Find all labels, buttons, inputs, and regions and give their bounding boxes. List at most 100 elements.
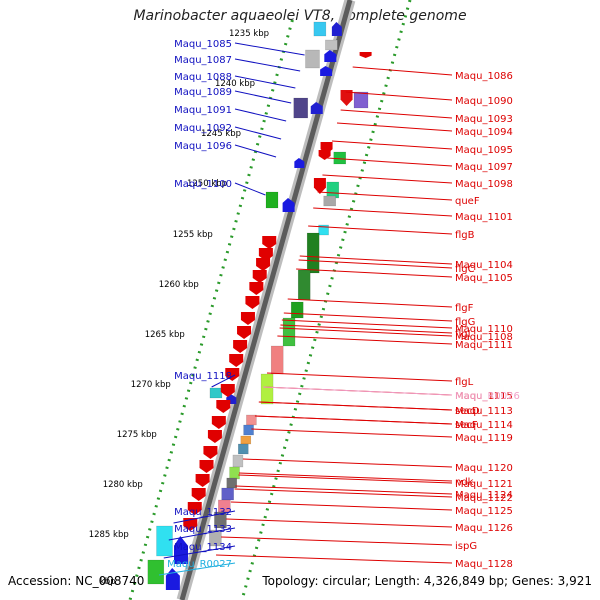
right-connector-line xyxy=(299,255,453,265)
left-connector-line xyxy=(234,90,292,104)
left-connector-line xyxy=(234,182,266,196)
right-connector-line xyxy=(340,109,453,119)
right-connector-line xyxy=(327,157,453,167)
left-gene-label: Maqu_1092 xyxy=(174,123,232,134)
left-connector-line xyxy=(168,527,236,541)
kbp-tick-label: 1270 kbp xyxy=(131,380,171,390)
left-gene-label: Maqu_1089 xyxy=(174,87,232,98)
right-gene-label: flgF xyxy=(455,303,474,314)
gene-arrow xyxy=(220,384,235,397)
left-connector-line xyxy=(234,42,305,56)
right-gene-label: Maqu_1093 xyxy=(455,114,513,125)
gene-block xyxy=(305,49,320,69)
gene-block xyxy=(214,511,227,529)
left-gene-label: Maqu_R0027 xyxy=(167,559,232,570)
left-gene-label: Maqu_1118 xyxy=(174,371,232,382)
gene-block xyxy=(243,424,254,436)
right-gene-label: Maqu_1104 xyxy=(455,260,513,271)
gene-block xyxy=(209,529,222,547)
gene-block xyxy=(147,559,165,585)
gene-arrow xyxy=(262,236,277,249)
right-gene-label: Maqu_1120 xyxy=(455,463,513,474)
gene-arrow xyxy=(187,502,202,515)
gene-block xyxy=(293,97,309,119)
gene-block xyxy=(246,414,257,426)
gene-arrow xyxy=(245,296,260,309)
kbp-tick-label: 1260 kbp xyxy=(159,280,199,290)
left-gene-label: Maqu_1134 xyxy=(174,542,232,553)
kbp-tick-label: kbp xyxy=(100,577,116,587)
gene-arrow xyxy=(249,282,264,295)
right-gene-label: Maqu_R0026 xyxy=(455,391,520,402)
gene-block xyxy=(209,387,223,399)
right-gene-label: flgG xyxy=(455,317,475,328)
gene-block xyxy=(318,224,329,236)
kbp-tick-label: 1235 kbp xyxy=(229,29,269,39)
genome-axis xyxy=(179,0,353,600)
gene-arrow xyxy=(294,158,305,168)
right-connector-line xyxy=(298,259,453,269)
gene-block xyxy=(265,191,279,209)
left-gene-label: Maqu_1085 xyxy=(174,39,232,50)
right-connector-line xyxy=(317,191,453,201)
gene-arrow xyxy=(191,488,206,501)
right-connector-line xyxy=(254,415,453,425)
gene-arrow xyxy=(207,430,222,443)
right-gene-label: Maqu_1124 xyxy=(455,490,513,501)
right-gene-label: Maqu_1095 xyxy=(455,145,513,156)
gene-arrow xyxy=(240,312,255,325)
gene-arrow xyxy=(340,90,353,106)
right-connector-line xyxy=(235,485,453,495)
kbp-tick-label: 1245 kbp xyxy=(201,129,241,139)
right-gene-label: Maqu_1128 xyxy=(455,559,513,570)
right-connector-line xyxy=(331,140,453,150)
kbp-tick-label: 1265 kbp xyxy=(145,330,185,340)
kbp-tick-label: 1285 kbp xyxy=(89,530,129,540)
right-gene-label: secF xyxy=(455,420,478,431)
right-connector-line xyxy=(336,122,453,132)
gene-block xyxy=(229,466,240,480)
right-gene-label: Maqu_1126 xyxy=(455,523,513,534)
right-connector-line xyxy=(251,428,453,438)
right-gene-label: Maqu_1098 xyxy=(455,179,513,190)
right-gene-label: Maqu_1113 xyxy=(455,406,513,417)
gene-arrow xyxy=(331,22,342,36)
right-gene-label: queF xyxy=(455,196,480,207)
left-gene-label: Maqu_1096 xyxy=(174,141,232,152)
right-connector-line xyxy=(258,401,453,411)
left-connector-line xyxy=(173,510,236,524)
right-connector-line xyxy=(345,91,453,101)
gene-block xyxy=(326,181,340,199)
right-connector-line xyxy=(266,372,453,382)
genome-title: Marinobacter aquaeolei VT8, complete gen… xyxy=(133,8,467,24)
gene-block xyxy=(238,443,249,455)
gene-arrow xyxy=(318,150,331,160)
right-connector-line xyxy=(238,474,453,484)
left-connector-line xyxy=(234,144,277,158)
right-gene-label: Maqu_1094 xyxy=(455,127,513,138)
gene-arrow xyxy=(233,340,248,353)
left-gene-label: Maqu_1100 xyxy=(174,179,232,190)
right-connector-line xyxy=(277,335,453,345)
gene-arrow xyxy=(195,474,210,487)
gene-block xyxy=(333,151,347,165)
gene-block xyxy=(290,301,304,319)
right-connector-line xyxy=(238,472,453,482)
right-connector-line xyxy=(216,554,453,564)
right-gene-label: flgC xyxy=(455,264,475,275)
gene-block xyxy=(260,373,274,405)
gene-block xyxy=(240,435,252,445)
right-connector-line xyxy=(234,488,453,498)
right-gene-label: Maqu_1119 xyxy=(455,433,513,444)
gene-block xyxy=(270,345,284,375)
right-connector-line xyxy=(322,174,453,184)
gene-arrow xyxy=(211,416,226,429)
gene-block xyxy=(232,454,244,468)
right-gene-label: Maqu_1111 xyxy=(455,340,513,351)
right-gene-label: Maqu_1125 xyxy=(455,506,513,517)
right-connector-line xyxy=(263,386,453,396)
gene-arrow xyxy=(237,326,252,339)
right-connector-line xyxy=(352,66,453,76)
gene-block xyxy=(313,21,327,37)
